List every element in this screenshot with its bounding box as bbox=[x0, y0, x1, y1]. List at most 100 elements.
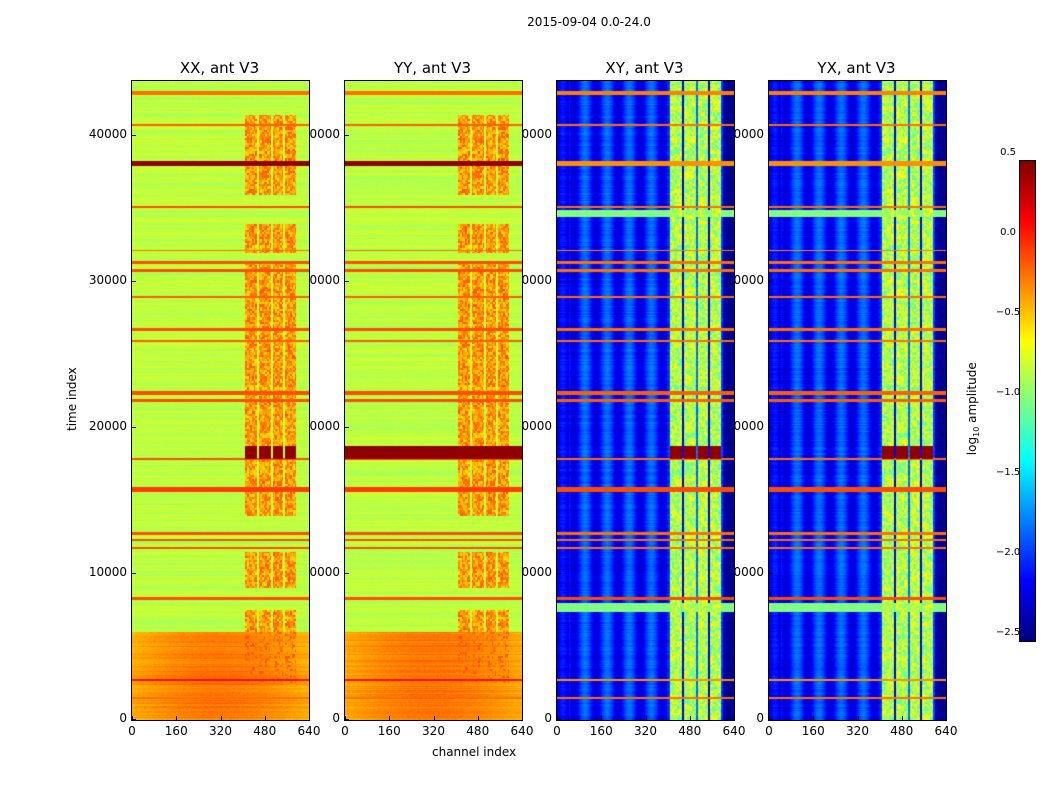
y-tick-label: 40000 bbox=[301, 127, 340, 142]
x-tick-label: 320 bbox=[634, 724, 657, 738]
y-tick-mark bbox=[132, 427, 136, 429]
heatmap-panel-auto bbox=[344, 80, 523, 721]
colorbar-label-base: log bbox=[964, 436, 979, 456]
heatmap-image bbox=[132, 81, 309, 720]
x-tick-mark bbox=[220, 716, 222, 720]
x-tick-mark bbox=[389, 716, 391, 720]
colorbar-tick-label: −2.5 bbox=[996, 627, 1021, 638]
colorbar-label: log10 amplitude bbox=[965, 345, 981, 455]
y-tick-mark bbox=[769, 719, 773, 720]
y-tick-label: 30000 bbox=[301, 273, 340, 288]
x-tick-label: 320 bbox=[209, 724, 232, 738]
y-tick-mark bbox=[769, 573, 773, 575]
x-tick-label: 640 bbox=[297, 724, 321, 738]
x-tick-mark bbox=[557, 716, 558, 720]
y-tick-mark bbox=[557, 281, 561, 283]
x-tick-label: 640 bbox=[722, 724, 746, 738]
x-tick-mark bbox=[132, 716, 133, 720]
x-tick-label: 320 bbox=[422, 724, 445, 738]
x-tick-mark bbox=[345, 716, 346, 720]
y-tick-mark bbox=[345, 281, 349, 283]
x-tick-label: 640 bbox=[934, 724, 958, 738]
x-tick-mark bbox=[813, 716, 815, 720]
colorbar-tick-label: −1.0 bbox=[996, 387, 1021, 398]
y-tick-label: 20000 bbox=[725, 419, 764, 434]
y-tick-label: 40000 bbox=[513, 127, 552, 142]
panel-title: YX, ant V3 bbox=[817, 59, 896, 77]
x-tick-label: 160 bbox=[164, 724, 188, 738]
colorbar-tick-label: 0.5 bbox=[1000, 147, 1016, 158]
panel-title: XY, ant V3 bbox=[605, 59, 684, 77]
x-tick-label: 640 bbox=[510, 724, 534, 738]
x-tick-mark bbox=[433, 716, 435, 720]
x-axis-label: channel index bbox=[432, 745, 517, 759]
x-tick-mark bbox=[176, 716, 178, 720]
x-tick-label: 0 bbox=[341, 724, 349, 738]
y-tick-label: 30000 bbox=[88, 273, 127, 288]
x-tick-mark bbox=[522, 716, 523, 720]
y-tick-mark bbox=[769, 427, 773, 429]
y-tick-mark bbox=[557, 719, 561, 720]
x-tick-label: 160 bbox=[589, 724, 613, 738]
y-tick-mark bbox=[345, 719, 349, 720]
x-tick-mark bbox=[264, 716, 266, 720]
heatmap-image bbox=[345, 81, 522, 720]
x-tick-mark bbox=[857, 716, 859, 720]
colorbar-label-rest: amplitude bbox=[964, 362, 979, 427]
x-tick-label: 480 bbox=[466, 724, 490, 738]
x-tick-mark bbox=[734, 716, 735, 720]
y-tick-mark bbox=[132, 135, 136, 137]
colorbar-tick-label: −0.5 bbox=[996, 307, 1021, 318]
y-tick-label: 0 bbox=[544, 711, 552, 725]
panel-title: XX, ant V3 bbox=[179, 59, 260, 77]
y-tick-label: 40000 bbox=[88, 127, 127, 142]
heatmap-panel-cross bbox=[556, 80, 735, 721]
y-tick-label: 20000 bbox=[88, 419, 127, 434]
y-tick-mark bbox=[132, 573, 136, 575]
x-tick-mark bbox=[601, 716, 603, 720]
y-tick-mark bbox=[345, 427, 349, 429]
x-tick-mark bbox=[477, 716, 479, 720]
y-tick-label: 0 bbox=[332, 711, 340, 725]
y-tick-label: 0 bbox=[756, 711, 764, 725]
x-tick-label: 320 bbox=[846, 724, 869, 738]
y-tick-mark bbox=[345, 573, 349, 575]
heatmap-image bbox=[557, 81, 734, 720]
heatmap-panel-auto bbox=[131, 80, 310, 721]
x-tick-mark bbox=[309, 716, 310, 720]
y-tick-label: 40000 bbox=[725, 127, 764, 142]
x-tick-mark bbox=[901, 716, 903, 720]
x-tick-label: 160 bbox=[801, 724, 825, 738]
y-tick-mark bbox=[132, 719, 136, 720]
x-tick-label: 160 bbox=[377, 724, 401, 738]
colorbar bbox=[1019, 160, 1036, 642]
x-tick-label: 480 bbox=[890, 724, 914, 738]
y-tick-label: 30000 bbox=[725, 273, 764, 288]
y-tick-label: 0 bbox=[119, 711, 127, 725]
y-tick-label: 10000 bbox=[301, 565, 340, 580]
y-tick-mark bbox=[769, 281, 773, 283]
y-tick-mark bbox=[132, 281, 136, 283]
x-tick-label: 480 bbox=[253, 724, 277, 738]
x-tick-mark bbox=[645, 716, 647, 720]
x-tick-mark bbox=[946, 716, 947, 720]
colorbar-tick-label: 0.0 bbox=[1000, 227, 1016, 238]
y-tick-mark bbox=[769, 135, 773, 137]
y-tick-label: 10000 bbox=[513, 565, 552, 580]
y-tick-label: 10000 bbox=[88, 565, 127, 580]
panel-title: YY, ant V3 bbox=[393, 59, 471, 77]
y-tick-label: 20000 bbox=[301, 419, 340, 434]
y-tick-mark bbox=[557, 573, 561, 575]
x-tick-mark bbox=[769, 716, 770, 720]
heatmap-panel-cross bbox=[768, 80, 947, 721]
y-tick-mark bbox=[557, 427, 561, 429]
figure-title: 2015-09-04 0.0-24.0 bbox=[527, 15, 651, 29]
y-tick-mark bbox=[557, 135, 561, 137]
colorbar-tick-label: −2.0 bbox=[996, 547, 1021, 558]
x-tick-label: 0 bbox=[765, 724, 773, 738]
heatmap-image bbox=[769, 81, 946, 720]
colorbar-label-sub: 10 bbox=[972, 426, 982, 437]
y-tick-label: 10000 bbox=[725, 565, 764, 580]
x-tick-label: 0 bbox=[553, 724, 561, 738]
